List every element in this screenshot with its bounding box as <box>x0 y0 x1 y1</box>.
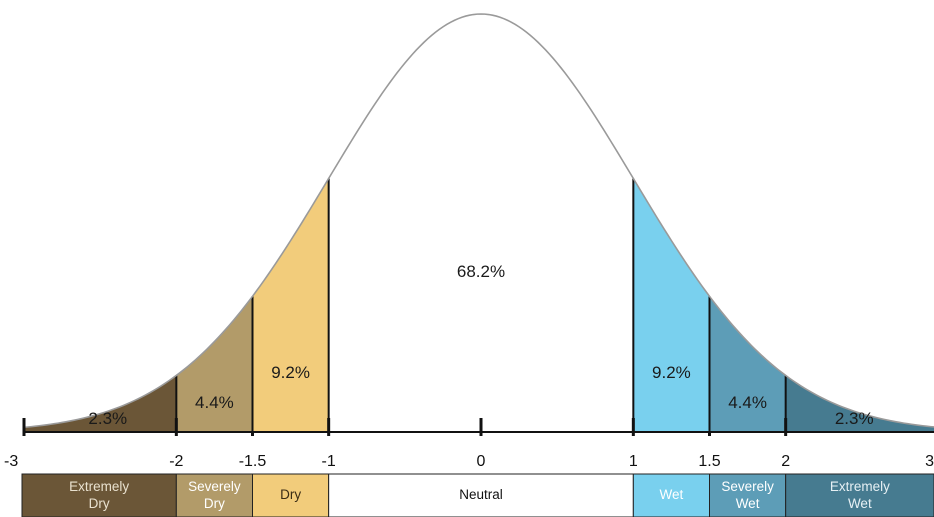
percent-label-severely-dry: 4.4% <box>195 393 234 412</box>
category-extremely-wet: Extremely Wet <box>785 473 934 517</box>
x-tick-label: -2 <box>169 453 183 470</box>
region-dividers <box>175 178 787 432</box>
category-label-extremely-wet: Extremely <box>830 479 890 494</box>
bell-curve-line <box>23 13 934 429</box>
category-label-extremely-wet: Wet <box>848 496 872 511</box>
x-tick-label: 2 <box>781 453 790 470</box>
percent-label-extremely-dry: 2.3% <box>88 409 127 428</box>
category-severely-wet: Severely Wet <box>709 473 787 517</box>
x-tick-label: -1 <box>322 453 336 470</box>
region-wet <box>633 178 710 432</box>
category-label-wet: Wet <box>660 487 684 502</box>
region-extremely-dry <box>24 375 177 432</box>
category-label-severely-dry: Dry <box>204 496 225 511</box>
percent-label-wet: 9.2% <box>652 363 691 382</box>
category-label-severely-dry: Severely <box>188 479 241 494</box>
percentage-labels: 2.3% 4.4% 9.2% 68.2% 9.2% 4.4% 2.3% <box>88 262 873 428</box>
x-axis-ticks: -3 -2 -1.5 -1 0 1 1.5 2 3 <box>4 418 934 470</box>
region-neutral <box>328 14 634 432</box>
x-tick-label: -3 <box>4 453 18 470</box>
category-dry: Dry <box>252 473 330 517</box>
category-label-dry: Dry <box>280 487 301 502</box>
category-label-extremely-dry: Extremely <box>69 479 129 494</box>
x-tick-label: -1.5 <box>239 453 267 470</box>
region-extremely-wet <box>785 375 934 432</box>
region-severely-dry <box>176 296 253 432</box>
category-wet: Wet <box>632 473 710 517</box>
percent-label-neutral: 68.2% <box>457 262 505 281</box>
percent-label-dry: 9.2% <box>271 363 310 382</box>
percent-label-extremely-wet: 2.3% <box>835 409 874 428</box>
x-tick-label: 1 <box>629 453 638 470</box>
category-label-severely-wet: Severely <box>721 479 774 494</box>
category-neutral: Neutral <box>328 473 634 517</box>
percent-label-severely-wet: 4.4% <box>728 393 767 412</box>
curve-regions <box>24 14 934 432</box>
category-extremely-dry: Extremely Dry <box>21 473 177 517</box>
region-dry <box>252 178 329 432</box>
category-severely-dry: Severely Dry <box>175 473 253 517</box>
region-severely-wet <box>709 296 786 432</box>
category-label-neutral: Neutral <box>459 487 503 502</box>
category-label-severely-wet: Wet <box>736 496 760 511</box>
x-tick-label: 3 <box>925 453 934 470</box>
x-tick-label: 0 <box>477 453 486 470</box>
category-label-extremely-dry: Dry <box>89 496 110 511</box>
x-tick-label: 1.5 <box>698 453 720 470</box>
